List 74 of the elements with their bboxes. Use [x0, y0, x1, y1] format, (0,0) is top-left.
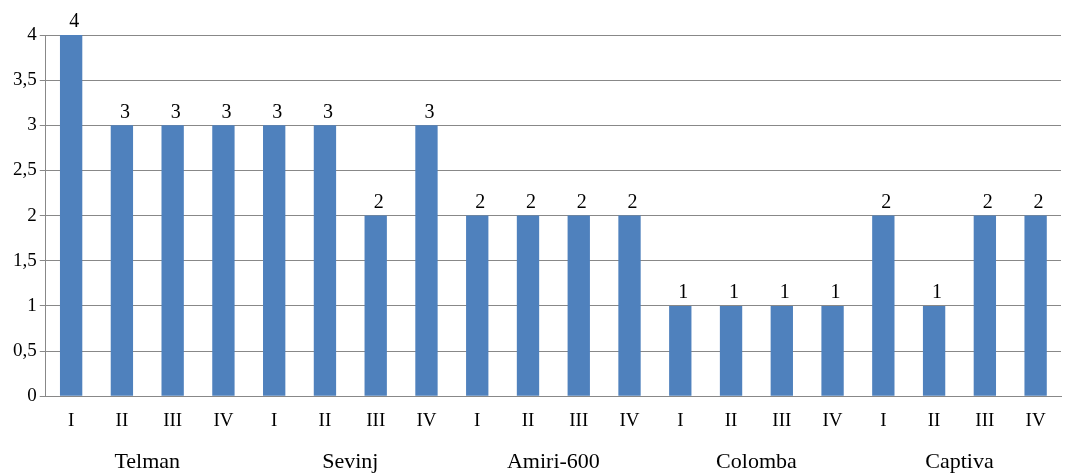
- x-tick-label: I: [880, 408, 887, 430]
- data-label: 3: [424, 99, 435, 122]
- data-label: 2: [627, 189, 638, 212]
- y-tick-label: 0,5: [13, 339, 37, 361]
- x-tick-label: IV: [416, 408, 437, 430]
- bar: [415, 125, 438, 396]
- data-label: 1: [678, 280, 689, 303]
- x-tick-label: I: [271, 408, 278, 430]
- x-tick-label: IV: [1025, 408, 1046, 430]
- data-label: 3: [221, 99, 232, 122]
- data-label: 1: [729, 280, 740, 303]
- bar: [872, 215, 895, 396]
- data-label: 2: [982, 189, 993, 212]
- bar: [59, 35, 83, 396]
- x-tick-label: IV: [213, 408, 234, 430]
- x-tick-label: II: [521, 408, 535, 430]
- x-tick-label: IV: [619, 408, 640, 430]
- y-tick-label: 3: [27, 113, 37, 135]
- data-label: 3: [322, 99, 333, 122]
- bar: [161, 125, 184, 396]
- x-tick-label: III: [366, 408, 386, 430]
- bar: [618, 215, 641, 396]
- bar: [719, 305, 743, 396]
- x-tick-label: III: [569, 408, 589, 430]
- data-label: 2: [1033, 189, 1044, 212]
- data-label: 2: [576, 189, 587, 212]
- text: Telman: [114, 447, 181, 473]
- bar: [466, 215, 489, 396]
- data-label: 2: [525, 189, 536, 212]
- bar: [212, 125, 235, 396]
- y-tick-label: 4: [27, 22, 38, 44]
- x-tick-label: III: [772, 408, 792, 430]
- bar: [263, 125, 286, 396]
- x-tick-label: II: [927, 408, 941, 430]
- y-tick-label: 1,5: [13, 248, 37, 270]
- y-tick-label: 3,5: [13, 68, 37, 90]
- data-label: 3: [170, 99, 181, 122]
- x-tick-label: I: [474, 408, 481, 430]
- data-label: 1: [932, 280, 943, 303]
- bar: [110, 125, 134, 396]
- text: Colomba: [716, 447, 797, 473]
- data-label: 1: [779, 280, 790, 303]
- text: Amiri-600: [506, 447, 600, 473]
- bar: [567, 215, 590, 396]
- y-tick-label: 2,5: [13, 158, 37, 180]
- bar: [922, 305, 946, 396]
- bar: [973, 215, 997, 396]
- text: Captiva: [925, 447, 994, 473]
- text: Sevinj: [322, 447, 379, 473]
- data-label: 3: [272, 99, 283, 122]
- y-tick-label: 1: [27, 293, 37, 315]
- y-tick-label: 0: [27, 384, 37, 406]
- bar: [821, 305, 844, 396]
- bar: [516, 215, 540, 396]
- data-label: 3: [119, 99, 130, 122]
- x-tick-label: II: [115, 408, 129, 430]
- x-tick-label: II: [318, 408, 332, 430]
- data-label: 2: [881, 189, 892, 212]
- bar: [364, 215, 387, 396]
- x-tick-label: I: [677, 408, 684, 430]
- data-label: 2: [373, 189, 384, 212]
- data-label: 2: [475, 189, 486, 212]
- y-tick-label: 2: [27, 203, 37, 225]
- x-tick-label: III: [975, 408, 995, 430]
- bar: [1024, 215, 1047, 396]
- bar: [313, 125, 337, 396]
- data-label: 1: [830, 280, 841, 303]
- x-tick-label: IV: [822, 408, 843, 430]
- x-tick-label: II: [724, 408, 738, 430]
- data-label: 4: [69, 9, 80, 32]
- bar: [669, 305, 692, 396]
- x-tick-label: III: [163, 408, 183, 430]
- bar: [770, 305, 793, 396]
- x-tick-label: I: [67, 408, 75, 430]
